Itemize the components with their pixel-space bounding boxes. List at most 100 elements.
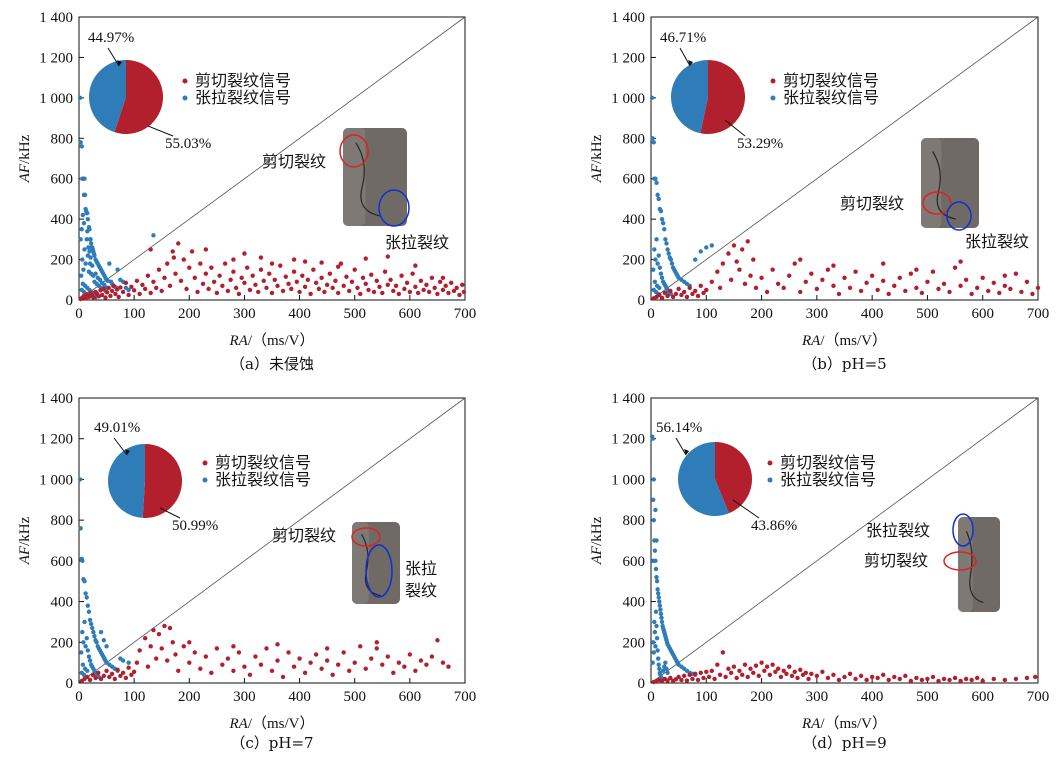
shear-point	[211, 279, 217, 285]
shear-crack-label: 剪切裂纹	[864, 551, 928, 570]
shear-point	[775, 666, 781, 671]
shear-point	[897, 275, 902, 280]
shear-point	[742, 281, 748, 287]
tensile-point	[83, 208, 89, 214]
shear-point	[261, 278, 266, 283]
shear-point	[330, 285, 335, 291]
pie-arrow-shear	[147, 125, 174, 137]
tensile-point	[656, 196, 661, 202]
diagonal-line	[650, 16, 1039, 301]
shear-point	[214, 646, 220, 651]
pie-slice-tensile	[88, 60, 126, 133]
panel-a: 0 100 200 300 400 500 600 700 0 200 400 600 800 1 000…	[17, 10, 476, 373]
shear-point	[947, 289, 952, 295]
shear-point	[192, 650, 197, 655]
tensile-point	[651, 477, 656, 482]
tensile-crack-label-line2: 裂纹	[405, 581, 437, 600]
x-tick-label: 500	[343, 306, 366, 322]
tensile-crack-label: 张拉裂纹	[965, 232, 1029, 251]
tensile-crack-ellipse	[946, 201, 972, 231]
shear-point	[941, 281, 947, 287]
x-axis-label-unit: /（ms/V）	[248, 715, 315, 732]
shear-point	[286, 281, 291, 287]
pie-arrowhead-tensile	[117, 60, 122, 66]
shear-point	[369, 656, 374, 661]
tensile-point	[654, 579, 660, 584]
shear-point	[742, 662, 748, 667]
shear-point	[759, 660, 764, 665]
shear-point	[991, 676, 996, 682]
shear-point	[831, 263, 836, 268]
shear-point	[407, 289, 413, 295]
shear-point	[151, 627, 156, 633]
y-axis-label-var: AF	[589, 163, 605, 183]
shear-point	[806, 676, 811, 682]
shear-point	[111, 283, 116, 289]
shear-point	[726, 666, 731, 671]
shear-point	[413, 284, 418, 290]
tensile-point	[126, 287, 131, 293]
shear-point	[676, 286, 681, 292]
y-tick-label: 1 200	[39, 432, 73, 448]
shear-point	[258, 255, 264, 260]
shear-point	[101, 673, 107, 679]
specimen-highlight	[343, 128, 366, 226]
shear-point	[695, 677, 701, 683]
shear-point	[220, 283, 225, 289]
shear-point	[349, 279, 355, 285]
shear-point	[825, 675, 831, 681]
shear-point	[171, 255, 177, 260]
shear-point	[1013, 676, 1019, 682]
shear-point	[418, 278, 424, 283]
shear-point	[919, 677, 925, 683]
shear-point	[461, 289, 467, 295]
shear-point	[297, 656, 302, 661]
shear-point	[969, 291, 974, 297]
shear-point	[787, 664, 792, 669]
shear-point	[187, 265, 192, 270]
tensile-point	[660, 668, 666, 673]
x-tick-label: 200	[750, 306, 773, 322]
legend-label-shear: 剪切裂纹信号	[195, 71, 291, 90]
pie-arrow-tensile	[107, 47, 120, 67]
shear-point	[704, 287, 709, 293]
tensile-point	[87, 249, 92, 254]
shear-point	[709, 279, 715, 285]
shear-point	[875, 287, 880, 293]
shear-point	[751, 670, 756, 676]
shear-crack-label: 剪切裂纹	[840, 194, 904, 213]
shear-point	[140, 282, 145, 288]
shear-point	[681, 673, 687, 679]
shear-point	[803, 670, 808, 676]
shear-point	[280, 288, 286, 294]
shear-point	[762, 668, 767, 673]
panel-c: 0 100 200 300 400 500 600 700 0 200 400 600 800 1 000…	[17, 391, 476, 752]
tensile-point	[115, 267, 120, 272]
shear-point	[679, 677, 684, 683]
shear-point	[108, 293, 113, 299]
shear-point	[302, 670, 308, 676]
shear-point	[687, 672, 692, 678]
pie-slice-shear	[142, 444, 182, 518]
shear-point	[657, 292, 662, 298]
tensile-point	[654, 574, 659, 580]
y-axis-label: AF/kHz	[589, 134, 605, 183]
shear-point	[908, 271, 914, 276]
shear-point	[853, 676, 858, 682]
tensile-point	[86, 609, 92, 614]
y-axis-label-var: AF	[17, 163, 33, 183]
tensile-point	[101, 638, 107, 643]
tensile-point	[658, 208, 664, 214]
shear-point	[413, 668, 418, 673]
y-tick-label: 400	[51, 595, 74, 611]
shear-point	[203, 247, 209, 252]
shear-point	[145, 273, 151, 278]
x-tick-label: 600	[971, 306, 994, 322]
shear-point	[176, 241, 181, 246]
shear-point	[358, 644, 363, 649]
shear-point	[974, 285, 980, 291]
shear-point	[740, 672, 745, 678]
shear-point	[432, 285, 437, 291]
shear-point	[393, 283, 399, 289]
tensile-crack-ellipse	[952, 513, 974, 547]
